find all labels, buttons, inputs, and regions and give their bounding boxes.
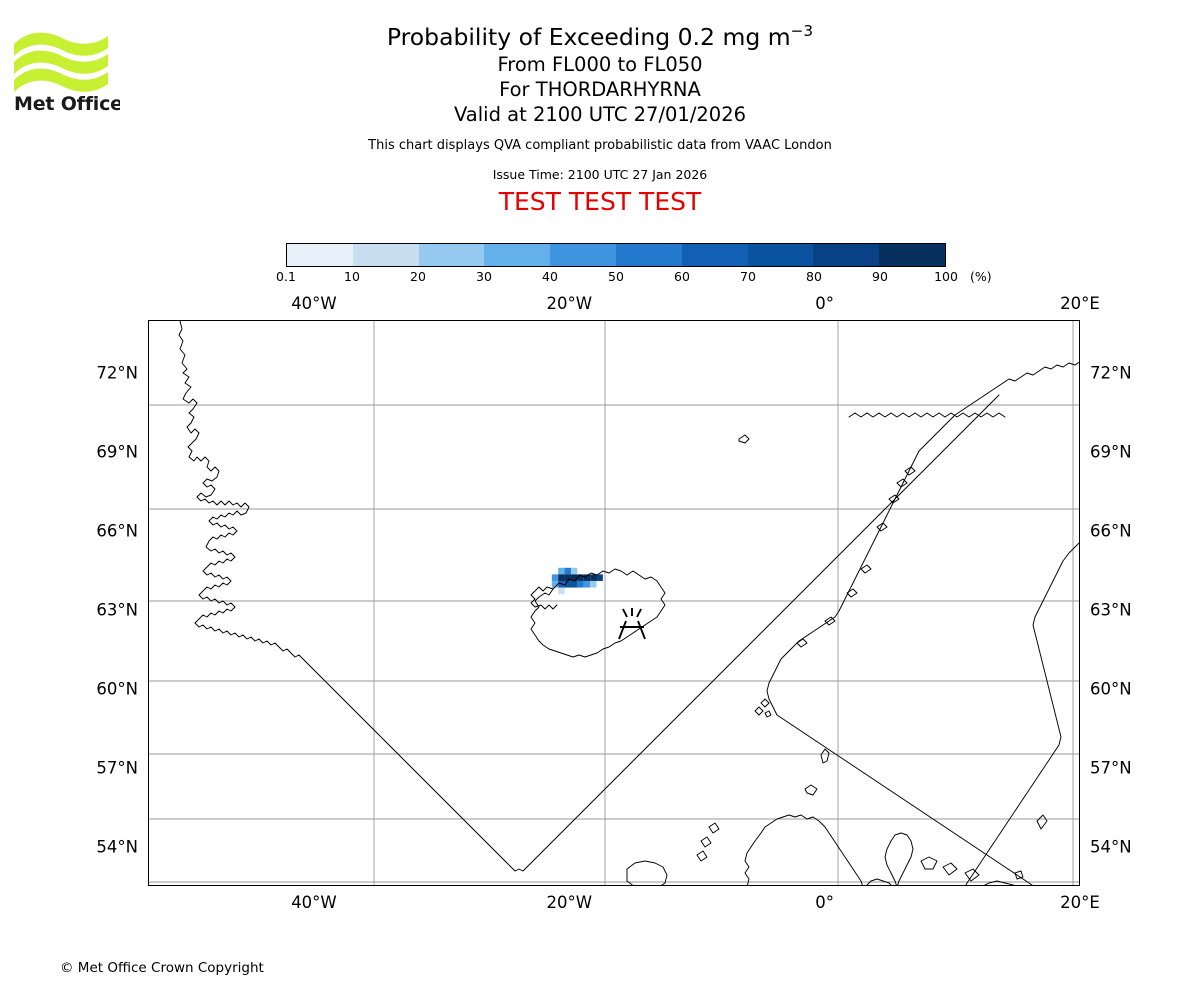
ash-cell bbox=[558, 567, 565, 575]
lon-label-bottom-40°W: 40°W bbox=[291, 893, 337, 912]
colorbar-band-1 bbox=[352, 244, 419, 266]
colorbar-tick-100: 100 bbox=[934, 269, 958, 284]
ash-cell bbox=[564, 580, 571, 588]
ash-cell bbox=[577, 580, 584, 588]
colorbar-band-2 bbox=[418, 244, 485, 266]
copyright-notice: © Met Office Crown Copyright bbox=[60, 960, 264, 976]
colorbar-unit-label: (%) bbox=[970, 269, 992, 284]
map-panel bbox=[148, 320, 1080, 886]
colorbar-band-0 bbox=[287, 244, 353, 266]
issue-time: Issue Time: 2100 UTC 27 Jan 2026 bbox=[492, 167, 708, 182]
map-gridlines bbox=[149, 321, 1079, 885]
flight-level-range: From FL000 to FL050 bbox=[497, 53, 703, 76]
colorbar-gradient bbox=[286, 243, 946, 267]
colorbar-band-5 bbox=[615, 244, 682, 266]
volcano-marker-icon bbox=[618, 608, 646, 640]
ash-cell bbox=[558, 574, 565, 581]
colorbar-tick-50: 50 bbox=[608, 269, 624, 284]
ash-probability-cells bbox=[551, 567, 603, 595]
title-text: Probability of Exceeding 0.2 mg m bbox=[386, 23, 791, 51]
colorbar-band-8 bbox=[813, 244, 880, 266]
qva-note: This chart displays QVA compliant probab… bbox=[368, 138, 832, 153]
colorbar-tick-0.1: 0.1 bbox=[276, 269, 296, 284]
title-exponent: −3 bbox=[790, 22, 814, 41]
lat-label-right-66°N: 66°N bbox=[1090, 521, 1132, 541]
lat-label-left-57°N: 57°N bbox=[96, 758, 138, 778]
colorbar-tick-30: 30 bbox=[476, 269, 492, 284]
lat-label-right-60°N: 60°N bbox=[1090, 679, 1132, 699]
ash-cell bbox=[570, 580, 578, 588]
ash-cell bbox=[590, 580, 597, 588]
title-block: Probability of Exceeding 0.2 mg m−3 From… bbox=[0, 22, 1200, 217]
ash-cell bbox=[551, 574, 559, 581]
lat-label-left-72°N: 72°N bbox=[96, 363, 138, 383]
lon-label-bottom-0°: 0° bbox=[815, 893, 835, 912]
colorbar-band-4 bbox=[550, 244, 616, 266]
logo-wordmark: Met Office bbox=[14, 93, 120, 114]
lat-label-left-66°N: 66°N bbox=[96, 521, 138, 541]
lon-label-top-20°E: 20°E bbox=[1060, 294, 1100, 313]
ash-cell bbox=[583, 574, 591, 581]
coastlines bbox=[178, 321, 1079, 885]
colorbar-band-6 bbox=[681, 244, 748, 266]
met-office-logo: Met Office bbox=[12, 26, 120, 114]
test-banner: TEST TEST TEST bbox=[498, 187, 702, 216]
lon-label-top-0°: 0° bbox=[815, 294, 835, 313]
lon-label-top-20°W: 20°W bbox=[546, 294, 593, 313]
ash-cell bbox=[551, 580, 559, 588]
volcano-name: For THORDARHYRNA bbox=[499, 78, 701, 101]
colorbar-band-7 bbox=[747, 244, 814, 266]
ash-cell bbox=[570, 574, 578, 581]
lat-label-right-54°N: 54°N bbox=[1090, 837, 1132, 856]
colorbar-tick-60: 60 bbox=[674, 269, 690, 284]
colorbar-tick-70: 70 bbox=[740, 269, 756, 284]
lat-label-right-63°N: 63°N bbox=[1090, 600, 1132, 620]
colorbar-tick-90: 90 bbox=[872, 269, 888, 284]
valid-time: Valid at 2100 UTC 27/01/2026 bbox=[453, 103, 747, 126]
ash-cell bbox=[577, 574, 584, 581]
lat-label-left-69°N: 69°N bbox=[96, 442, 138, 462]
lat-label-left-60°N: 60°N bbox=[96, 679, 138, 699]
lat-label-right-72°N: 72°N bbox=[1090, 363, 1132, 383]
lon-label-bottom-20°W: 20°W bbox=[546, 893, 593, 912]
lat-label-right-57°N: 57°N bbox=[1090, 758, 1132, 778]
colorbar-tick-40: 40 bbox=[542, 269, 558, 284]
page-title: Probability of Exceeding 0.2 mg m−3 bbox=[0, 22, 1200, 52]
ash-cell bbox=[590, 574, 597, 581]
colorbar-band-3 bbox=[484, 244, 551, 266]
lon-label-top-40°W: 40°W bbox=[291, 294, 337, 313]
logo-waves bbox=[14, 32, 108, 92]
probability-colorbar: 0.1 10 20 30 40 50 60 70 80 90 100 bbox=[276, 243, 958, 284]
ash-cell bbox=[570, 567, 578, 575]
ash-cell bbox=[564, 567, 571, 575]
colorbar-band-9 bbox=[879, 244, 945, 266]
colorbar-tick-20: 20 bbox=[410, 269, 426, 284]
map-frame bbox=[148, 320, 1080, 886]
lat-label-right-69°N: 69°N bbox=[1090, 442, 1132, 462]
ash-cell bbox=[583, 580, 591, 588]
ash-cell bbox=[558, 587, 565, 595]
ash-cell bbox=[596, 574, 603, 581]
colorbar-tick-10: 10 bbox=[344, 269, 360, 284]
lat-label-left-63°N: 63°N bbox=[96, 600, 138, 620]
ash-cell bbox=[564, 574, 571, 581]
colorbar-tick-80: 80 bbox=[806, 269, 822, 284]
lon-label-bottom-20°E: 20°E bbox=[1060, 893, 1100, 912]
lat-label-left-54°N: 54°N bbox=[96, 837, 138, 856]
